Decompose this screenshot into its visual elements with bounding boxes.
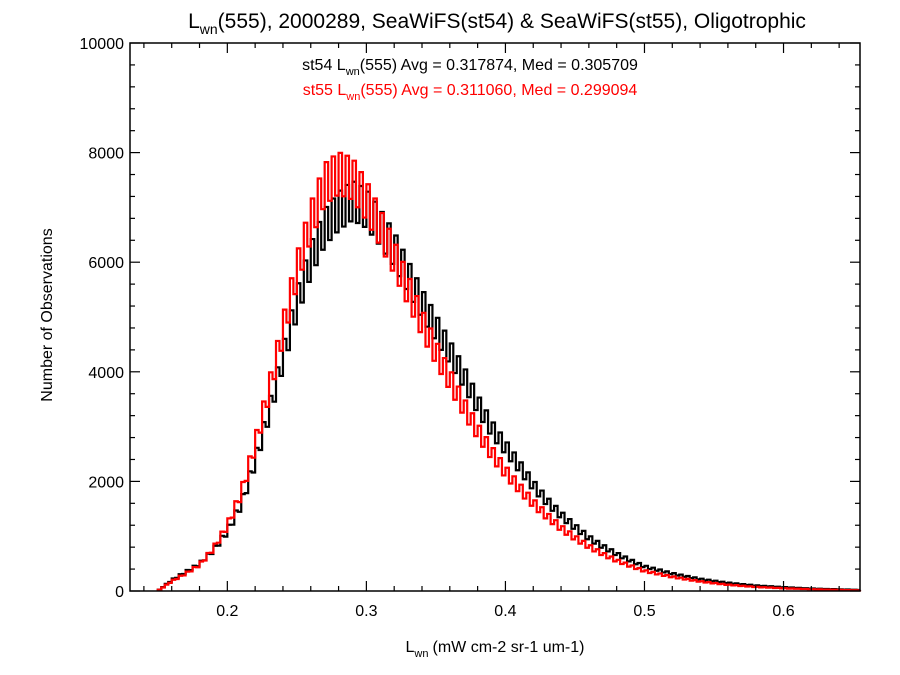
series-line-st54 xyxy=(156,180,862,592)
annotation-st55: st55 Lwn(555) Avg = 0.311060, Med = 0.29… xyxy=(303,82,638,103)
y-tick-label: 0 xyxy=(115,584,124,601)
y-tick-label: 4000 xyxy=(88,365,124,382)
y-tick-label: 10000 xyxy=(80,36,125,53)
x-tick-label: 0.2 xyxy=(216,603,238,620)
chart-title: Lwn(555), 2000289, SeaWiFS(st54) & SeaWi… xyxy=(188,10,806,37)
plot-frame xyxy=(129,42,861,592)
y-tick-label: 2000 xyxy=(88,474,124,491)
y-axis-label: Number of Observations xyxy=(39,228,56,401)
series-line-st55 xyxy=(156,151,862,592)
x-tick-label: 0.6 xyxy=(772,603,794,620)
annotation-st54: st54 Lwn(555) Avg = 0.317874, Med = 0.30… xyxy=(302,57,638,78)
plot-layer xyxy=(156,151,862,592)
y-tick-label: 8000 xyxy=(88,146,124,163)
x-tick-label: 0.5 xyxy=(633,603,655,620)
x-tick-label: 0.3 xyxy=(355,603,377,620)
axis-layer: 0.2 0.3 0.4 0.5 0.6 0 2000 4000 6000 8000 10000 xyxy=(80,36,861,620)
x-axis-label: Lwn (mW cm-2 sr-1 um-1) xyxy=(406,639,585,660)
x-tick-label: 0.4 xyxy=(494,603,516,620)
y-tick-label: 6000 xyxy=(88,255,124,272)
